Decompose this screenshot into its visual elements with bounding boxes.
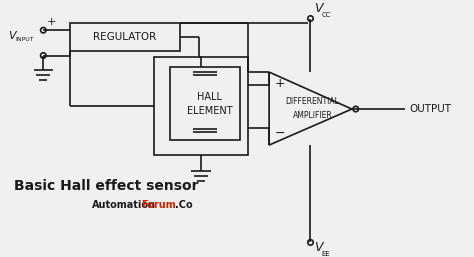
Bar	[70, 23, 180, 51]
Text: .Co: .Co	[175, 200, 192, 210]
Text: V: V	[314, 2, 323, 15]
Text: HALL: HALL	[197, 92, 222, 102]
Text: +: +	[275, 77, 286, 90]
Text: +: +	[47, 17, 56, 27]
Text: ELEMENT: ELEMENT	[187, 106, 233, 115]
Text: Forum: Forum	[141, 200, 175, 210]
Text: CC: CC	[321, 12, 331, 17]
Text: Automation: Automation	[92, 200, 156, 210]
Text: REGULATOR: REGULATOR	[93, 32, 156, 42]
Bar	[154, 58, 248, 155]
Text: V: V	[314, 241, 323, 254]
Text: EE: EE	[321, 251, 330, 257]
Text: OUTPUT: OUTPUT	[409, 104, 451, 114]
Text: −: −	[275, 127, 285, 140]
Text: Basic Hall effect sensor: Basic Hall effect sensor	[14, 179, 199, 193]
Text: DIFFERENTIAL: DIFFERENTIAL	[285, 97, 339, 106]
Text: AMPLIFIER: AMPLIFIER	[292, 111, 332, 120]
Text: V: V	[8, 31, 16, 41]
Bar	[170, 67, 240, 140]
Text: INPUT: INPUT	[15, 38, 34, 42]
